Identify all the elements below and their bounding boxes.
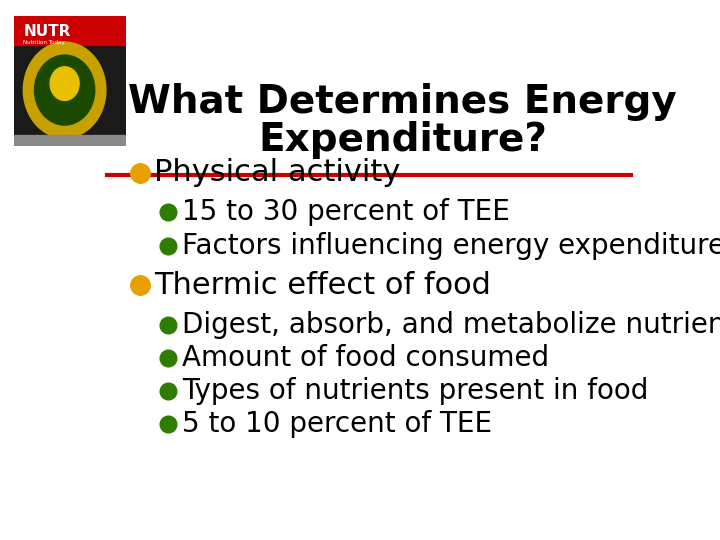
Text: Types of nutrients present in food: Types of nutrients present in food [182, 377, 649, 405]
Text: Expenditure?: Expenditure? [258, 120, 547, 159]
Text: 5 to 10 percent of TEE: 5 to 10 percent of TEE [182, 410, 492, 438]
Text: What Determines Energy: What Determines Energy [128, 83, 677, 121]
Circle shape [50, 67, 79, 100]
Bar [14, 136, 126, 146]
Bar [14, 16, 126, 45]
Text: 15 to 30 percent of TEE: 15 to 30 percent of TEE [182, 198, 510, 226]
Circle shape [23, 42, 106, 138]
Text: Digest, absorb, and metabolize nutrients: Digest, absorb, and metabolize nutrients [182, 310, 720, 339]
Text: Nutrition Today: Nutrition Today [23, 39, 65, 45]
Text: NUTR: NUTR [23, 24, 71, 39]
Text: Physical activity: Physical activity [154, 158, 400, 187]
Text: Thermic effect of food: Thermic effect of food [154, 271, 491, 300]
Text: Factors influencing energy expenditure: Factors influencing energy expenditure [182, 232, 720, 260]
Text: Amount of food consumed: Amount of food consumed [182, 344, 549, 372]
Circle shape [35, 55, 95, 125]
